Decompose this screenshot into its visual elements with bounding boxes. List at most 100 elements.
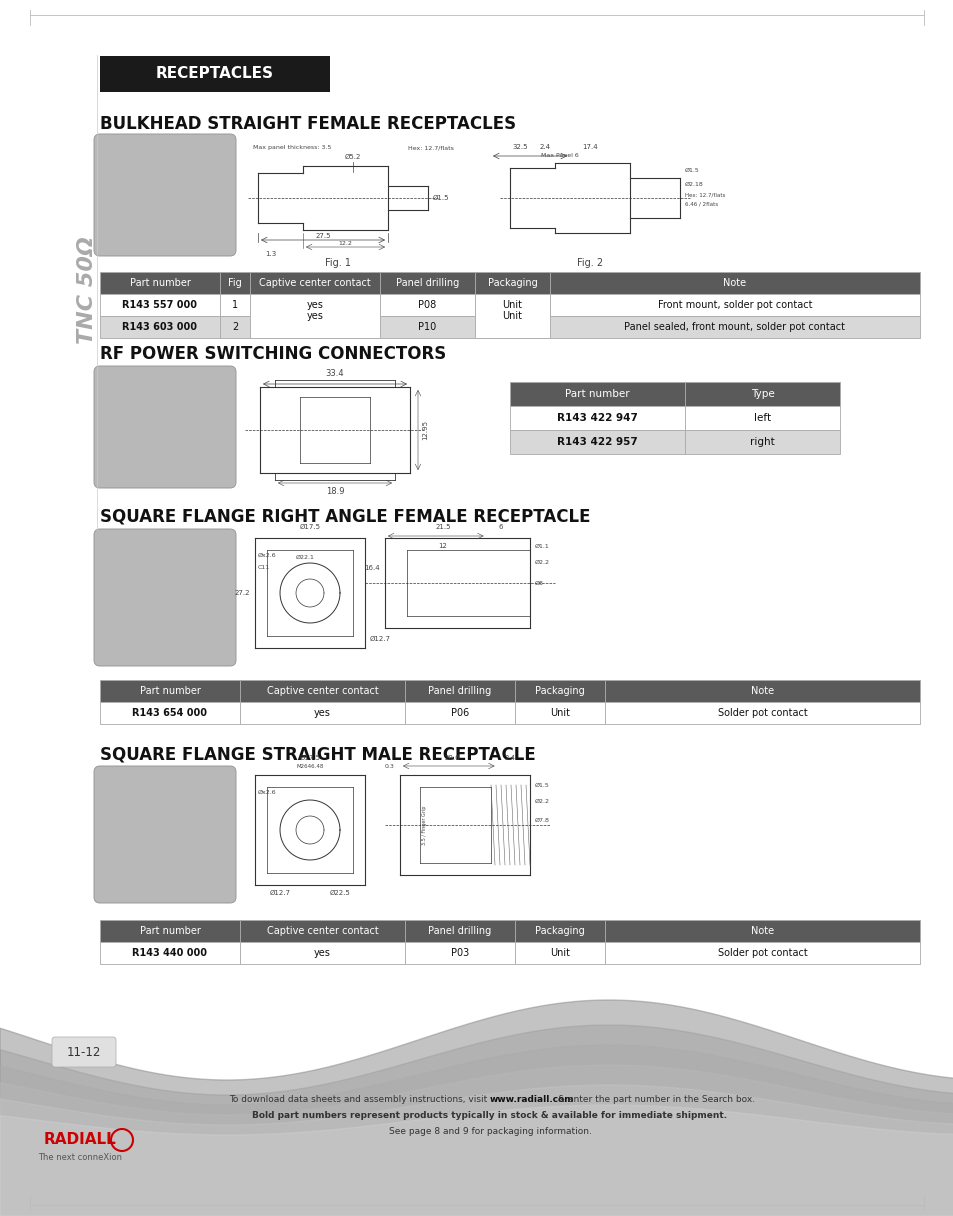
Bar — [515, 942, 604, 964]
Bar — [684, 430, 840, 454]
Text: Panel drilling: Panel drilling — [428, 686, 491, 696]
Text: 1: 1 — [232, 300, 238, 310]
Text: Part number: Part number — [130, 278, 191, 288]
Text: Solder pot contact: Solder pot contact — [717, 708, 806, 717]
Text: & enter the part number in the Search box.: & enter the part number in the Search bo… — [555, 1096, 755, 1104]
Text: Panel drilling: Panel drilling — [428, 927, 491, 936]
Text: 12.95: 12.95 — [421, 420, 428, 440]
Text: left: left — [753, 413, 770, 423]
Text: Max panel thickness: 3.5: Max panel thickness: 3.5 — [253, 145, 331, 150]
Text: Hex: 12.7/flats: Hex: 12.7/flats — [408, 145, 454, 150]
Bar — [250, 272, 379, 294]
Text: Ø22.5: Ø22.5 — [330, 890, 350, 896]
Text: 2.4: 2.4 — [504, 755, 516, 761]
Text: Ø2.2: Ø2.2 — [535, 799, 550, 804]
Bar — [100, 272, 220, 294]
Bar — [100, 56, 330, 92]
Bar — [550, 272, 919, 294]
Text: Ø1.1: Ø1.1 — [535, 544, 549, 548]
Text: M2646.48: M2646.48 — [296, 764, 323, 769]
Text: Captive center contact: Captive center contact — [266, 686, 378, 696]
Text: SQUARE FLANGE STRAIGHT MALE RECEPTACLE: SQUARE FLANGE STRAIGHT MALE RECEPTACLE — [100, 745, 536, 762]
Text: yes: yes — [306, 311, 323, 321]
Text: Bold part numbers represent products typically in stock & available for immediat: Bold part numbers represent products typ… — [253, 1111, 727, 1120]
Text: Ø12.7: Ø12.7 — [269, 890, 291, 896]
Text: 12: 12 — [438, 544, 447, 548]
Text: Captive center contact: Captive center contact — [266, 927, 378, 936]
Bar — [510, 406, 684, 430]
Bar — [475, 272, 550, 294]
Text: See page 8 and 9 for packaging information.: See page 8 and 9 for packaging informati… — [388, 1127, 591, 1137]
Text: Ø5.2: Ø5.2 — [344, 154, 361, 161]
Text: 16.4: 16.4 — [364, 565, 379, 572]
Text: 3.5 / Finger Grip: 3.5 / Finger Grip — [422, 805, 427, 845]
Text: Packaging: Packaging — [487, 278, 537, 288]
Text: Solder pot contact: Solder pot contact — [717, 948, 806, 958]
Text: Part number: Part number — [139, 686, 200, 696]
Bar — [379, 272, 475, 294]
Text: Note: Note — [722, 278, 746, 288]
Bar — [604, 702, 919, 724]
Text: Panel drilling: Panel drilling — [395, 278, 458, 288]
Bar — [100, 921, 240, 942]
Bar — [515, 680, 604, 702]
Text: Fig: Fig — [228, 278, 242, 288]
Text: 12.2: 12.2 — [337, 241, 352, 246]
Text: Max Panel 6: Max Panel 6 — [540, 153, 578, 158]
Bar — [550, 316, 919, 338]
Text: Unit: Unit — [502, 300, 522, 310]
Bar — [475, 294, 550, 338]
Text: RF POWER SWITCHING CONNECTORS: RF POWER SWITCHING CONNECTORS — [100, 345, 446, 364]
Bar — [240, 942, 405, 964]
Text: Ø1.5: Ø1.5 — [433, 195, 449, 201]
Text: Packaging: Packaging — [535, 686, 584, 696]
Bar — [475, 316, 550, 338]
Bar — [405, 702, 515, 724]
Bar — [405, 680, 515, 702]
Text: Note: Note — [750, 927, 773, 936]
FancyBboxPatch shape — [94, 766, 235, 903]
Text: R143 557 000: R143 557 000 — [122, 300, 197, 310]
Text: Øx2.6: Øx2.6 — [257, 553, 276, 558]
Bar — [240, 921, 405, 942]
Text: 33.4: 33.4 — [325, 368, 344, 378]
Text: 28.6: 28.6 — [444, 755, 459, 761]
Text: R143 603 000: R143 603 000 — [122, 322, 197, 332]
Text: R143 422 947: R143 422 947 — [557, 413, 638, 423]
Text: Part number: Part number — [564, 389, 629, 399]
Bar — [405, 921, 515, 942]
Text: 18.9: 18.9 — [325, 486, 344, 496]
Bar — [604, 942, 919, 964]
Text: Type: Type — [750, 389, 774, 399]
Bar — [250, 294, 379, 338]
Text: 0.3: 0.3 — [385, 765, 395, 770]
Bar — [220, 272, 250, 294]
Text: RECEPTACLES: RECEPTACLES — [156, 67, 274, 81]
Bar — [515, 702, 604, 724]
Text: BULKHEAD STRAIGHT FEMALE RECEPTACLES: BULKHEAD STRAIGHT FEMALE RECEPTACLES — [100, 116, 516, 133]
Text: Ø7.8: Ø7.8 — [535, 817, 549, 822]
Text: Packaging: Packaging — [535, 927, 584, 936]
Bar — [250, 316, 379, 338]
Text: Ø2.18: Ø2.18 — [684, 181, 703, 186]
Bar — [240, 702, 405, 724]
Text: 27.5: 27.5 — [314, 233, 331, 240]
Text: Unit: Unit — [502, 311, 522, 321]
Text: R143 440 000: R143 440 000 — [132, 948, 208, 958]
Bar — [684, 406, 840, 430]
Text: Fig. 2: Fig. 2 — [577, 258, 602, 268]
Text: TNC 50Ω: TNC 50Ω — [77, 236, 97, 344]
Text: www.radiall.com: www.radiall.com — [490, 1096, 574, 1104]
Text: 1.3: 1.3 — [265, 250, 276, 257]
Text: Unit: Unit — [550, 948, 569, 958]
Text: SQUARE FLANGE RIGHT ANGLE FEMALE RECEPTACLE: SQUARE FLANGE RIGHT ANGLE FEMALE RECEPTA… — [100, 508, 590, 527]
Text: Panel sealed, front mount, solder pot contact: Panel sealed, front mount, solder pot co… — [624, 322, 844, 332]
Bar — [379, 294, 475, 316]
Text: 2: 2 — [232, 322, 238, 332]
Bar — [604, 921, 919, 942]
FancyBboxPatch shape — [94, 529, 235, 666]
Text: Ø1.5: Ø1.5 — [684, 168, 699, 173]
FancyBboxPatch shape — [52, 1037, 116, 1066]
Bar — [379, 316, 475, 338]
Bar — [515, 921, 604, 942]
